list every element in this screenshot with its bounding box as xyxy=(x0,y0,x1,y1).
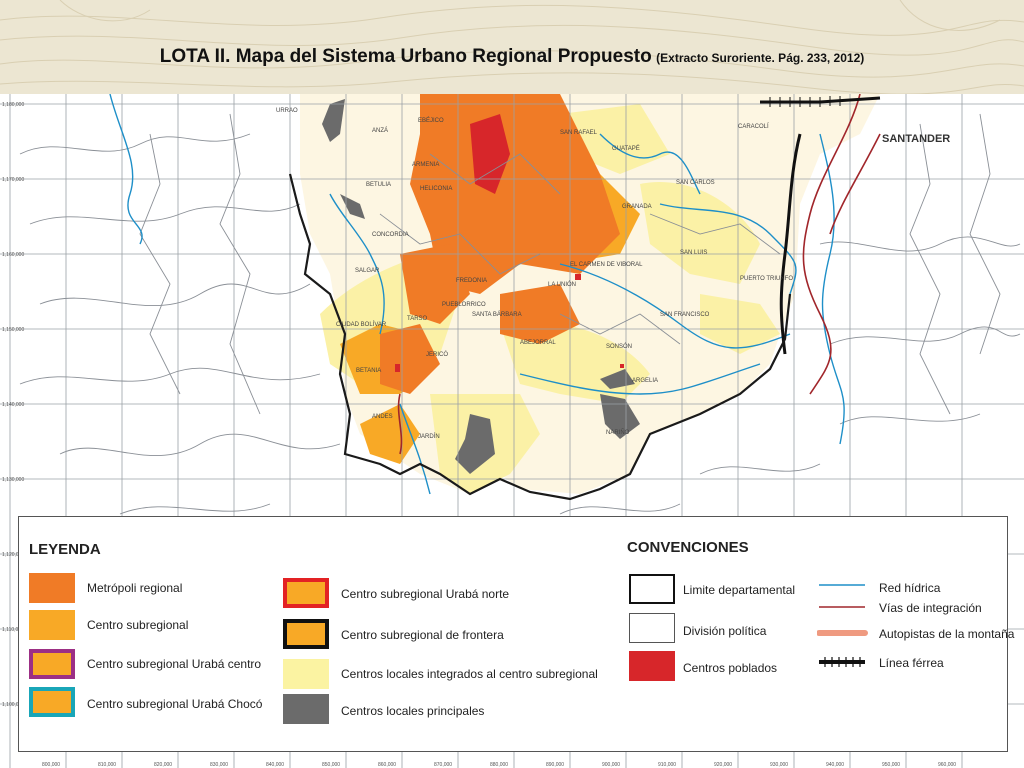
legend-swatch xyxy=(283,619,329,649)
legend-swatch xyxy=(29,687,75,717)
x-tick: 940,000 xyxy=(826,762,844,768)
legend-item-label: Centro subregional Urabá norte xyxy=(341,587,510,601)
x-tick: 860,000 xyxy=(378,762,396,768)
place-label: FREDONIA xyxy=(456,278,487,284)
y-tick: 1,130,000 xyxy=(2,477,24,483)
topographic-texture xyxy=(0,0,1024,94)
title-main: LOTA II. Mapa del Sistema Urbano Regiona… xyxy=(159,46,652,67)
y-tick: 1,160,000 xyxy=(2,252,24,258)
y-tick: 1,170,000 xyxy=(2,177,24,183)
x-tick: 850,000 xyxy=(322,762,340,768)
convention-label: Limite departamental xyxy=(683,583,796,597)
convention-swatch xyxy=(629,574,675,604)
place-label: GRANADA xyxy=(622,204,652,210)
convention-line-samples xyxy=(817,584,868,667)
convention-label: Vías de integración xyxy=(879,601,982,615)
y-tick: 1,110,000 xyxy=(2,627,24,633)
y-tick: 1,120,000 xyxy=(2,552,24,558)
place-label: ABEJORRAL xyxy=(520,340,556,346)
convention-label: División política xyxy=(683,624,767,638)
x-tick: 880,000 xyxy=(490,762,508,768)
y-tick: 1,140,000 xyxy=(2,402,24,408)
place-label: URRAO xyxy=(276,108,298,114)
place-label: PUERTO TRIUNFO xyxy=(740,276,793,282)
x-tick: 800,000 xyxy=(42,762,60,768)
conventions-heading: CONVENCIONES xyxy=(627,539,749,556)
local-centre xyxy=(322,99,345,142)
convention-swatch xyxy=(629,651,675,681)
place-label: SAN CARLOS xyxy=(676,180,715,186)
legend-item-label: Centros locales principales xyxy=(341,704,485,718)
x-tick: 820,000 xyxy=(154,762,172,768)
place-label: EL CARMEN DE VIBORAL xyxy=(570,262,643,268)
place-label: SONSÓN xyxy=(606,343,632,350)
legend-heading: LEYENDA xyxy=(29,541,101,558)
department-boundary xyxy=(288,173,792,501)
convention-label: Centros poblados xyxy=(683,661,778,675)
header-banner: LOTA II. Mapa del Sistema Urbano Regiona… xyxy=(0,0,1024,94)
convention-label: Línea férrea xyxy=(879,656,944,670)
title-sub: (Extracto Suroriente. Pág. 233, 2012) xyxy=(656,51,865,65)
place-label: CIUDAD BOLÍVAR xyxy=(336,321,387,328)
place-label: JARDÍN xyxy=(418,433,440,440)
x-tick: 870,000 xyxy=(434,762,452,768)
x-tick: 910,000 xyxy=(658,762,676,768)
legend-item-label: Centro subregional Urabá centro xyxy=(87,657,262,671)
convention-swatch xyxy=(629,613,675,643)
legend-swatch xyxy=(283,659,329,689)
place-label: TARSO xyxy=(407,316,428,322)
place-label: LA UNIÓN xyxy=(548,281,576,288)
legend-item-label: Centro subregional Urabá Chocó xyxy=(87,697,263,711)
legend-swatch xyxy=(29,573,75,603)
x-tick: 890,000 xyxy=(546,762,564,768)
place-label: NARIÑO xyxy=(606,429,630,436)
y-tick: 1,150,000 xyxy=(2,327,24,333)
legend-panel: LEYENDA Metrópoli regional Centro subreg… xyxy=(18,516,1014,752)
legend-item-label: Centro subregional de frontera xyxy=(341,628,504,642)
x-tick: 830,000 xyxy=(210,762,228,768)
place-label: SAN FRANCISCO xyxy=(660,312,710,318)
legend-swatch xyxy=(283,578,329,608)
place-label: CONCORDIA xyxy=(372,232,409,238)
place-label: BETANIA xyxy=(356,368,381,374)
x-tick: 930,000 xyxy=(770,762,788,768)
place-label: BETULIA xyxy=(366,182,391,188)
place-label: SALGAR xyxy=(355,268,380,274)
x-tick: 900,000 xyxy=(602,762,620,768)
legend-item-label: Centros locales integrados al centro sub… xyxy=(341,667,598,681)
region-label: SANTANDER xyxy=(882,133,950,145)
place-label: ARMENIA xyxy=(412,162,439,168)
x-tick: 950,000 xyxy=(882,762,900,768)
place-label: SAN LUIS xyxy=(680,250,707,256)
legend-swatch xyxy=(29,649,75,679)
legend-swatch xyxy=(283,694,329,724)
y-tick: 1,100,000 xyxy=(2,702,24,708)
slide-title: LOTA II. Mapa del Sistema Urbano Regiona… xyxy=(0,46,1024,68)
y-tick: 1,180,000 xyxy=(2,102,24,108)
place-label: JERICÓ xyxy=(426,351,448,358)
place-label: CARACOLÍ xyxy=(738,123,769,130)
place-label: SAN RAFAEL xyxy=(560,130,598,136)
place-label: PUEBLORRICO xyxy=(442,302,486,308)
place-label: ARGELIA xyxy=(632,378,658,384)
place-label: ANZÁ xyxy=(372,127,388,134)
convention-label: Autopistas de la montaña xyxy=(879,627,1015,641)
x-tick: 960,000 xyxy=(938,762,956,768)
place-label: SANTA BÁRBARA xyxy=(472,311,522,318)
x-tick: 810,000 xyxy=(98,762,116,768)
legend-item-label: Metrópoli regional xyxy=(87,581,183,595)
place-label: HELICONIA xyxy=(420,186,452,192)
legend-item-label: Centro subregional xyxy=(87,618,189,632)
convention-label: Red hídrica xyxy=(879,581,941,595)
place-label: GUATAPÉ xyxy=(612,145,640,152)
legend-swatch xyxy=(29,610,75,640)
place-label: EBÉJICO xyxy=(418,117,444,124)
metropolis-area xyxy=(410,94,620,294)
x-tick: 920,000 xyxy=(714,762,732,768)
x-tick: 840,000 xyxy=(266,762,284,768)
place-label: ANDES xyxy=(372,414,393,420)
